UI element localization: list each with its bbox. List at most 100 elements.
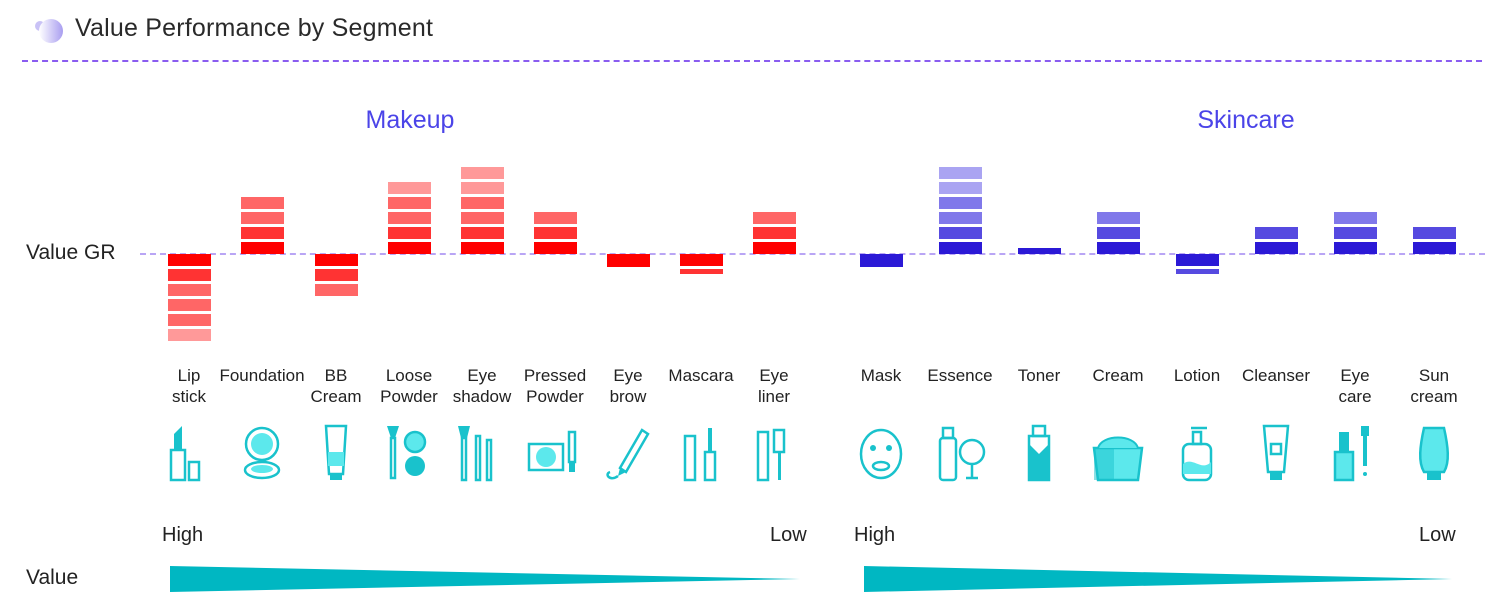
toner-bottle-icon	[1027, 424, 1051, 482]
value-axis-label: Value	[26, 566, 79, 589]
orb-icon	[35, 19, 63, 43]
category-label: Essence	[927, 366, 993, 385]
bar-block	[1413, 227, 1456, 239]
bar-block	[534, 212, 577, 224]
bar-block	[168, 314, 211, 326]
category-label: Eye shadow	[452, 366, 512, 406]
cleanser-tube-icon	[1262, 424, 1290, 480]
category-label: Pressed Powder	[523, 366, 587, 406]
y-axis-label: Value GR	[26, 241, 116, 264]
bar-block	[1334, 212, 1377, 224]
bar-block	[168, 254, 211, 266]
bar-block	[534, 227, 577, 239]
pressed-powder-icon	[527, 430, 577, 472]
bar-block	[1413, 242, 1456, 254]
bar-block	[939, 167, 982, 179]
bar-block	[241, 242, 284, 254]
skincare-low-label: Low	[1419, 524, 1456, 546]
eyebrow-pencil-icon	[606, 428, 650, 480]
bar-block	[168, 284, 211, 296]
skincare-high-label: High	[854, 524, 896, 546]
compact-mirror-icon	[243, 426, 281, 480]
bar-block	[168, 329, 211, 341]
bar-block	[939, 227, 982, 239]
bar-block	[461, 242, 504, 254]
essence-bottle-icon	[938, 426, 986, 482]
bar-block	[753, 242, 796, 254]
bar-block	[388, 197, 431, 209]
bar-block	[315, 269, 358, 281]
sunscreen-bottle-icon	[1419, 426, 1449, 480]
bar-block	[939, 182, 982, 194]
bar-block	[939, 197, 982, 209]
bar-block	[388, 227, 431, 239]
bar-block	[461, 227, 504, 239]
bar-block	[680, 254, 723, 266]
pump-bottle-icon	[1181, 426, 1213, 482]
bar-block	[315, 284, 358, 296]
dropper-bottle-icon	[1333, 426, 1369, 482]
bar-block	[388, 212, 431, 224]
makeup-high-label: High	[162, 524, 204, 546]
makeup-brushes-icon	[458, 426, 493, 482]
bar-block	[168, 299, 211, 311]
bar-block	[461, 167, 504, 179]
bar-block	[939, 242, 982, 254]
bar-block	[1255, 242, 1298, 254]
bar-block	[680, 269, 723, 274]
category-label: BB Cream	[310, 366, 362, 406]
category-label: Eye liner	[757, 366, 791, 406]
category-label: Eye brow	[609, 366, 647, 406]
bar-block	[939, 212, 982, 224]
bar-block	[1255, 227, 1298, 239]
cream-tube-icon	[324, 424, 348, 480]
page-title: Value Performance by Segment	[75, 14, 434, 42]
category-label: Lip stick	[172, 366, 206, 406]
baseline	[140, 253, 1485, 255]
category-label: Loose Powder	[380, 366, 438, 406]
skincare-value-wedge	[864, 566, 1452, 592]
title-divider	[22, 60, 1482, 62]
category-label: Cleanser	[1241, 366, 1311, 385]
category-label: Sun cream	[1410, 366, 1458, 406]
cream-jar-icon	[1092, 436, 1144, 482]
bar-block	[753, 227, 796, 239]
makeup-low-label: Low	[770, 524, 807, 546]
mascara-icon	[683, 428, 717, 482]
bar-block	[534, 242, 577, 254]
eyeliner-icon	[756, 428, 786, 482]
bar-block	[461, 212, 504, 224]
bar-block	[241, 227, 284, 239]
bar-block	[241, 212, 284, 224]
bar-block	[1176, 254, 1219, 266]
bar-block	[315, 254, 358, 266]
bar-block	[607, 254, 650, 267]
category-label: Lotion	[1173, 366, 1221, 385]
powder-brush-icon	[387, 426, 427, 480]
category-label: Toner	[1017, 366, 1061, 385]
segment-title-makeup: Makeup	[365, 106, 455, 134]
bar-block	[461, 197, 504, 209]
lipstick-icon	[169, 426, 201, 482]
makeup-value-wedge	[170, 566, 800, 592]
bar-block	[1097, 242, 1140, 254]
category-label: Mascara	[668, 366, 734, 385]
bar-block	[1018, 248, 1061, 254]
bar-block	[1176, 269, 1219, 274]
bar-block	[388, 242, 431, 254]
bar-block	[1334, 227, 1377, 239]
face-mask-icon	[859, 428, 903, 480]
bar-block	[1097, 227, 1140, 239]
bar-block	[241, 197, 284, 209]
bar-block	[1097, 212, 1140, 224]
bar-block	[388, 182, 431, 194]
category-label: Mask	[860, 366, 902, 385]
category-label: Eye care	[1338, 366, 1372, 406]
category-label: Cream	[1092, 366, 1144, 385]
segment-title-skincare: Skincare	[1197, 106, 1295, 134]
category-label: Foundation	[219, 366, 305, 385]
bar-block	[1334, 242, 1377, 254]
bar-block	[168, 269, 211, 281]
bar-block	[461, 182, 504, 194]
bar-block	[753, 212, 796, 224]
